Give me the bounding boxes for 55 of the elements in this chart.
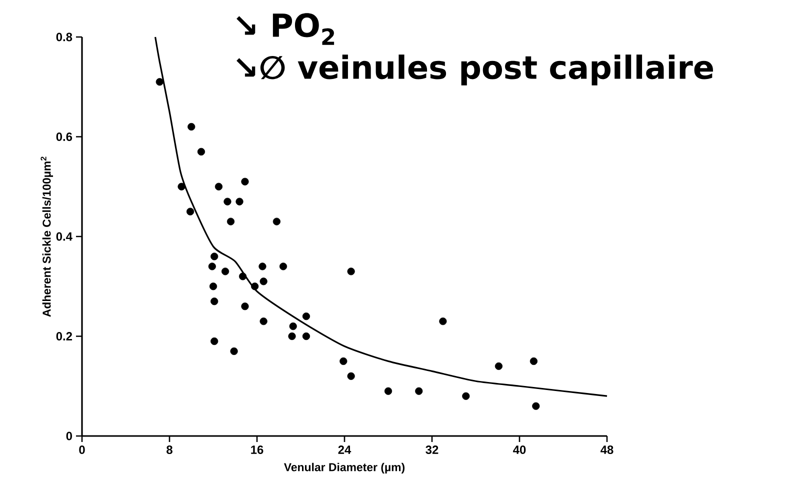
x-tick-label: 32 xyxy=(426,446,438,454)
x-tick-label: 24 xyxy=(338,446,352,454)
annotation: ↘ PO$_{2}$ xyxy=(236,13,334,45)
point xyxy=(226,218,235,226)
point xyxy=(439,317,447,326)
point xyxy=(241,302,249,310)
point xyxy=(340,357,348,365)
point xyxy=(208,262,216,270)
x-tick-label: 0 xyxy=(79,446,85,454)
point xyxy=(260,278,268,286)
point xyxy=(156,78,164,86)
point xyxy=(302,312,310,320)
point xyxy=(214,182,223,190)
point xyxy=(347,372,355,380)
x-tick-label: 40 xyxy=(513,446,526,454)
point xyxy=(279,262,288,270)
point xyxy=(224,198,232,206)
point xyxy=(347,268,355,276)
point xyxy=(230,347,238,356)
point xyxy=(188,122,196,131)
y-tick-label: 0.6 xyxy=(56,132,72,141)
point xyxy=(494,362,503,370)
x-tick-label: 16 xyxy=(251,446,264,454)
point xyxy=(186,208,194,216)
point xyxy=(384,387,392,395)
point xyxy=(221,268,230,276)
point xyxy=(178,182,186,190)
point xyxy=(288,332,296,340)
x-tick-label: 8 xyxy=(166,446,172,454)
y-tick-label: 0.2 xyxy=(56,332,72,340)
x-tick-label: 48 xyxy=(600,446,614,454)
point xyxy=(251,282,259,290)
y-tick-label: 0 xyxy=(66,432,72,440)
point xyxy=(197,148,206,156)
point xyxy=(209,282,218,290)
point xyxy=(289,322,297,330)
point xyxy=(238,272,247,280)
point xyxy=(241,178,249,186)
y-tick-label: 0.8 xyxy=(56,32,72,42)
point xyxy=(272,218,280,226)
point xyxy=(415,387,423,395)
point xyxy=(530,357,538,365)
point xyxy=(210,337,218,346)
point xyxy=(210,252,218,260)
y-tick-label: 0.4 xyxy=(56,232,72,241)
point xyxy=(462,392,470,400)
point xyxy=(532,402,540,410)
x-axis-title: Venular Diameter (µm) xyxy=(284,462,405,474)
y-axis-title: Adherent Sickle Cells/100µm$^{2}$ xyxy=(40,156,54,317)
point xyxy=(258,262,266,270)
point xyxy=(210,298,218,306)
point xyxy=(260,317,268,326)
point xyxy=(302,332,310,340)
annotation: ↘∅ veinules post capillaire xyxy=(236,54,713,86)
point xyxy=(236,198,244,206)
